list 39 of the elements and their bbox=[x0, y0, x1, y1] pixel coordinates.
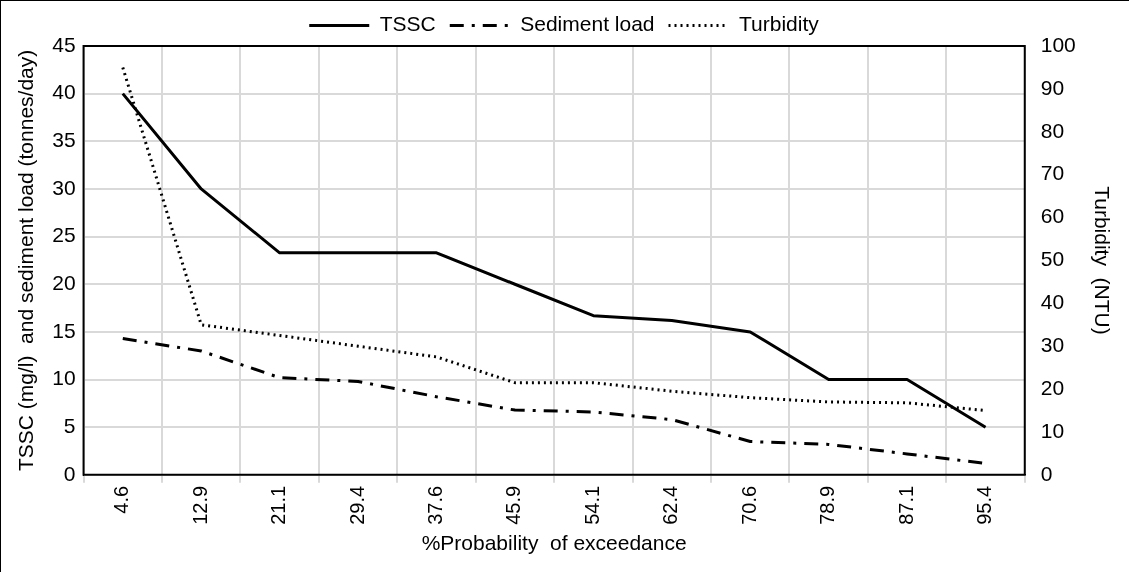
x-tick-label: 37.6 bbox=[424, 485, 447, 525]
x-tick-label: 62.4 bbox=[659, 485, 682, 525]
x-tick-label: 54.1 bbox=[580, 485, 603, 525]
x-tick-label: 4.6 bbox=[110, 485, 133, 514]
x-tick-label: 21.1 bbox=[267, 485, 290, 525]
y2-tick-label: 50 bbox=[1040, 247, 1065, 271]
legend-label: TSSC bbox=[379, 12, 436, 36]
legend-label: Sediment load bbox=[520, 12, 655, 36]
y-tick-label: 10 bbox=[52, 366, 76, 390]
y-tick-label: 35 bbox=[52, 128, 76, 152]
y-tick-label: 25 bbox=[52, 223, 76, 247]
y2-tick-label: 70 bbox=[1040, 161, 1065, 185]
y-axis-title: TSSC (mg/l) and sediment load (tonnes/day) bbox=[14, 49, 38, 472]
x-tick-label: 45.9 bbox=[502, 485, 525, 525]
x-tick-label: 29.4 bbox=[345, 485, 368, 525]
y2-tick-label: 80 bbox=[1040, 118, 1065, 142]
y2-tick-label: 30 bbox=[1040, 333, 1065, 357]
y2-tick-label: 90 bbox=[1040, 75, 1065, 99]
y-tick-label: 20 bbox=[52, 271, 76, 295]
y2-tick-label: 60 bbox=[1040, 204, 1065, 228]
x-tick-label: 95.4 bbox=[973, 485, 996, 525]
x-tick-label: 87.1 bbox=[894, 485, 917, 525]
y-tick-label: 30 bbox=[52, 175, 76, 199]
x-tick-label: 12.9 bbox=[188, 485, 211, 525]
y-tick-label: 15 bbox=[52, 318, 76, 342]
y-tick-label: 45 bbox=[52, 32, 76, 56]
y2-tick-label: 0 bbox=[1040, 461, 1053, 485]
y-tick-label: 40 bbox=[52, 80, 76, 104]
y2-axis-title: Turbidity (NTU) bbox=[1090, 186, 1114, 335]
y2-tick-label: 10 bbox=[1040, 418, 1065, 442]
x-tick-label: 78.9 bbox=[816, 485, 839, 525]
y2-tick-label: 20 bbox=[1040, 375, 1065, 399]
x-axis-title: %Probability of exceedance bbox=[421, 531, 687, 555]
legend-label: Turbidity bbox=[739, 12, 820, 36]
y2-tick-label: 40 bbox=[1040, 290, 1065, 314]
y-tick-label: 5 bbox=[63, 414, 76, 438]
x-tick-label: 70.6 bbox=[737, 485, 760, 525]
y-tick-label: 0 bbox=[63, 461, 76, 485]
y2-tick-label: 100 bbox=[1040, 32, 1076, 56]
